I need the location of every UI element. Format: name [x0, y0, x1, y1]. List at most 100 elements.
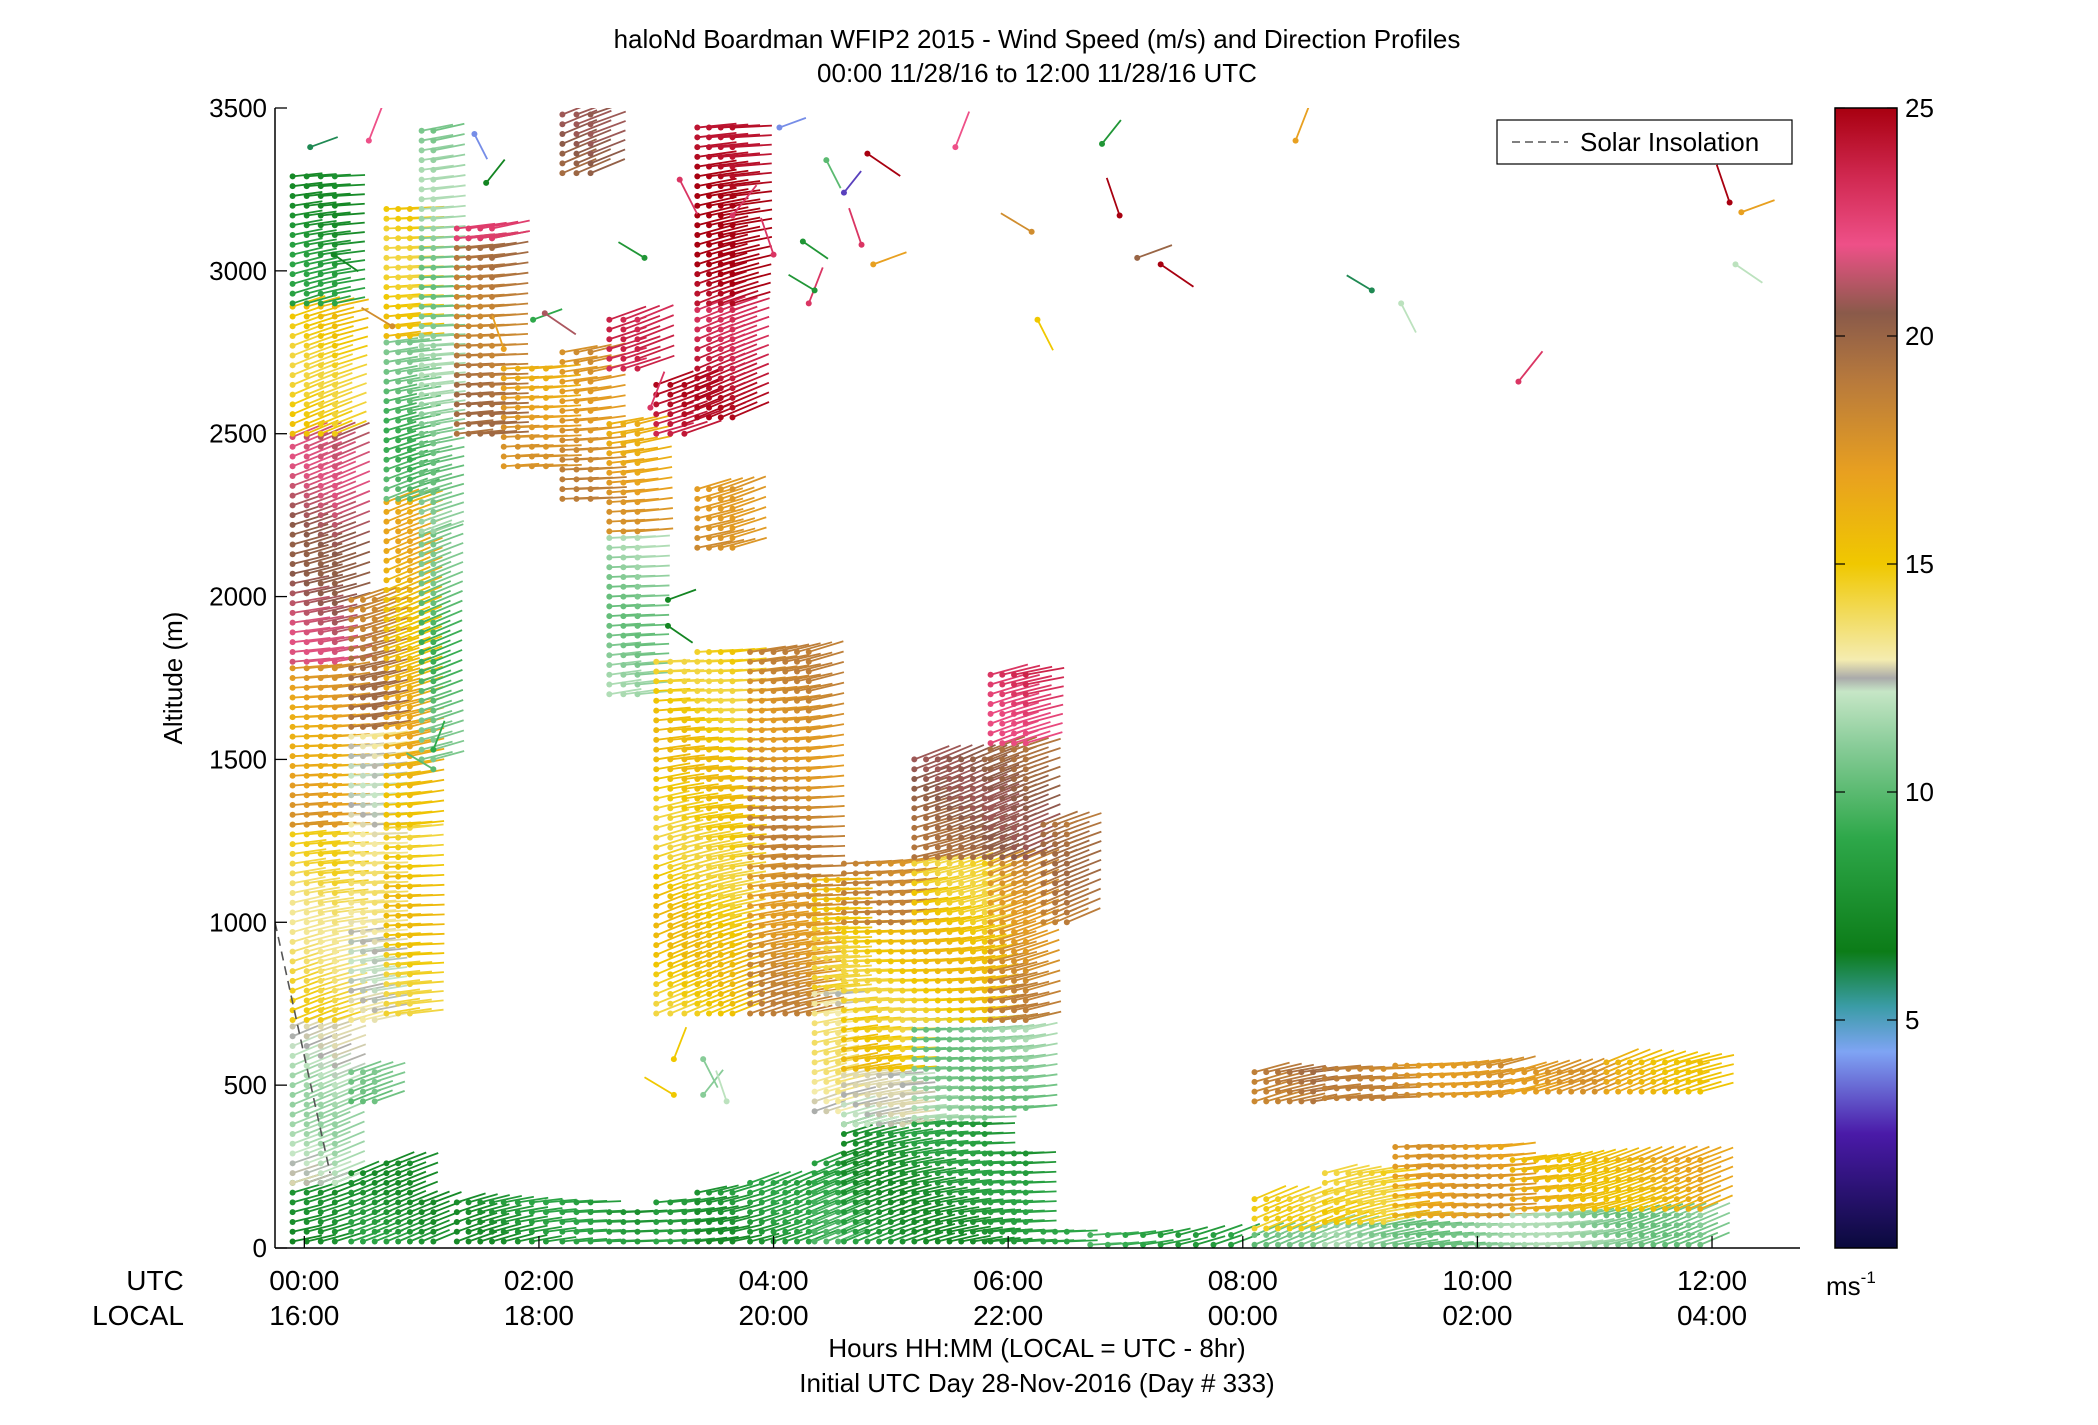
- wind-barb-dot: [359, 762, 366, 769]
- wind-barb-dot: [317, 899, 324, 906]
- wind-barb-dot: [303, 333, 310, 339]
- wind-barb-dot: [418, 551, 425, 558]
- wind-barb-dot: [371, 743, 378, 750]
- wind-barb-dot: [348, 831, 355, 838]
- wind-barb-dot: [706, 1209, 713, 1216]
- wind-barb-dot: [317, 1160, 324, 1167]
- wind-barb-dot: [430, 707, 437, 714]
- wind-barb-dot: [559, 476, 566, 483]
- wind-barb-dot: [348, 880, 355, 887]
- wind-barb-shaft: [292, 839, 327, 846]
- wind-barb-dot: [395, 528, 402, 535]
- wind-barb-dot: [331, 1017, 338, 1023]
- wind-barb-dot: [406, 802, 413, 809]
- wind-barb-dot: [653, 805, 660, 812]
- wind-barb-dot: [694, 815, 701, 822]
- wind-barb-dot: [383, 378, 390, 385]
- wind-barb-dot: [289, 609, 296, 616]
- wind-barb-dot: [465, 274, 472, 281]
- wind-barb-dot: [542, 443, 549, 450]
- wind-barb-dot: [620, 508, 627, 515]
- wind-barb-dot: [348, 694, 355, 701]
- wind-barb-dot: [653, 834, 660, 841]
- wind-barb-dot: [317, 232, 324, 239]
- wind-barb-dot: [359, 733, 366, 740]
- wind-barb-dot: [371, 665, 378, 672]
- wind-barb-dot: [573, 466, 580, 473]
- wind-barb-dot: [653, 736, 660, 743]
- wind-barb-dot: [406, 635, 413, 642]
- wind-barb-shaft: [306, 663, 343, 670]
- wind-barb-dot: [289, 762, 296, 769]
- wind-barb-dot: [430, 215, 437, 222]
- wind-barb-dot: [383, 254, 390, 261]
- wind-barb-dot: [406, 495, 413, 502]
- wind-barb-dot: [303, 420, 310, 427]
- wind-barb-dot: [418, 176, 425, 183]
- wind-barb-dot: [489, 391, 496, 398]
- wind-barb-dot: [383, 655, 390, 662]
- wind-barb-dot: [317, 831, 324, 838]
- wind-barb-dot: [653, 922, 660, 929]
- wind-barb-dot: [331, 948, 338, 955]
- wind-barb-dot: [606, 603, 613, 610]
- wind-barb-dot: [331, 762, 338, 769]
- wind-barb-dot: [620, 479, 627, 486]
- wind-barb-dot: [371, 811, 378, 818]
- wind-barb-dot: [331, 850, 338, 857]
- wind-barb-dot: [395, 486, 402, 493]
- wind-barb-dot: [489, 1228, 496, 1235]
- wind-barb-dot: [331, 183, 338, 190]
- wind-barb-dot: [348, 596, 355, 603]
- wind-barb-dot: [371, 704, 378, 711]
- wind-barb-dot: [681, 815, 688, 822]
- wind-barb-dot: [694, 746, 701, 753]
- wind-barb-dot: [383, 587, 390, 594]
- wind-barb: [303, 1081, 337, 1098]
- wind-barb-dot: [681, 961, 688, 968]
- wind-barb-dot: [694, 173, 701, 180]
- wind-barb-dot: [303, 870, 310, 877]
- wind-barb-dot: [681, 1209, 688, 1216]
- wind-barb-dot: [303, 202, 310, 209]
- wind-barb-shaft: [292, 1193, 323, 1204]
- wind-barb-dot: [667, 912, 674, 919]
- wind-barb-dot: [606, 365, 613, 372]
- wind-barb-dot: [303, 391, 310, 398]
- wind-barb-shaft: [306, 1192, 336, 1204]
- wind-barb-dot: [348, 1218, 355, 1225]
- wind-barb-dot: [500, 463, 507, 470]
- wind-barb-dot: [681, 893, 688, 900]
- wind-barb-dot: [359, 1017, 366, 1023]
- wind-barb-dot: [694, 844, 701, 851]
- wind-barb-dot: [694, 183, 701, 190]
- wind-barb-dot: [406, 245, 413, 252]
- wind-barb-dot: [489, 1218, 496, 1225]
- wind-barb-dot: [406, 873, 413, 880]
- wind-barb-dot: [418, 450, 425, 457]
- wind-barb-dot: [371, 1209, 378, 1216]
- wind-barb-dot: [317, 889, 324, 896]
- wind-barb-dot: [395, 873, 402, 880]
- wind-barb-dot: [317, 482, 324, 489]
- wind-barb-dot: [514, 404, 521, 411]
- wind-barb-dot: [653, 863, 660, 870]
- wind-barb-dot: [383, 942, 390, 949]
- wind-barb-dot: [489, 1209, 496, 1216]
- wind-barb-dot: [289, 1189, 296, 1196]
- wind-barb-dot: [477, 1218, 484, 1225]
- wind-barb-dot: [418, 648, 425, 655]
- wind-barb-shaft: [306, 625, 345, 634]
- wind-barb-dot: [653, 893, 660, 900]
- wind-barb-dot: [331, 841, 338, 848]
- wind-barb-dot: [406, 388, 413, 395]
- wind-barb-dot: [383, 743, 390, 750]
- wind-barb-dot: [289, 938, 296, 945]
- wind-barb-dot: [303, 541, 310, 548]
- wind-barb-dot: [587, 111, 594, 118]
- wind-barb-dot: [418, 303, 425, 310]
- wind-barb-dot: [489, 225, 496, 232]
- wind-barb-shaft: [306, 858, 341, 865]
- wind-barb-dot: [317, 772, 324, 779]
- wind-barb-dot: [331, 463, 338, 470]
